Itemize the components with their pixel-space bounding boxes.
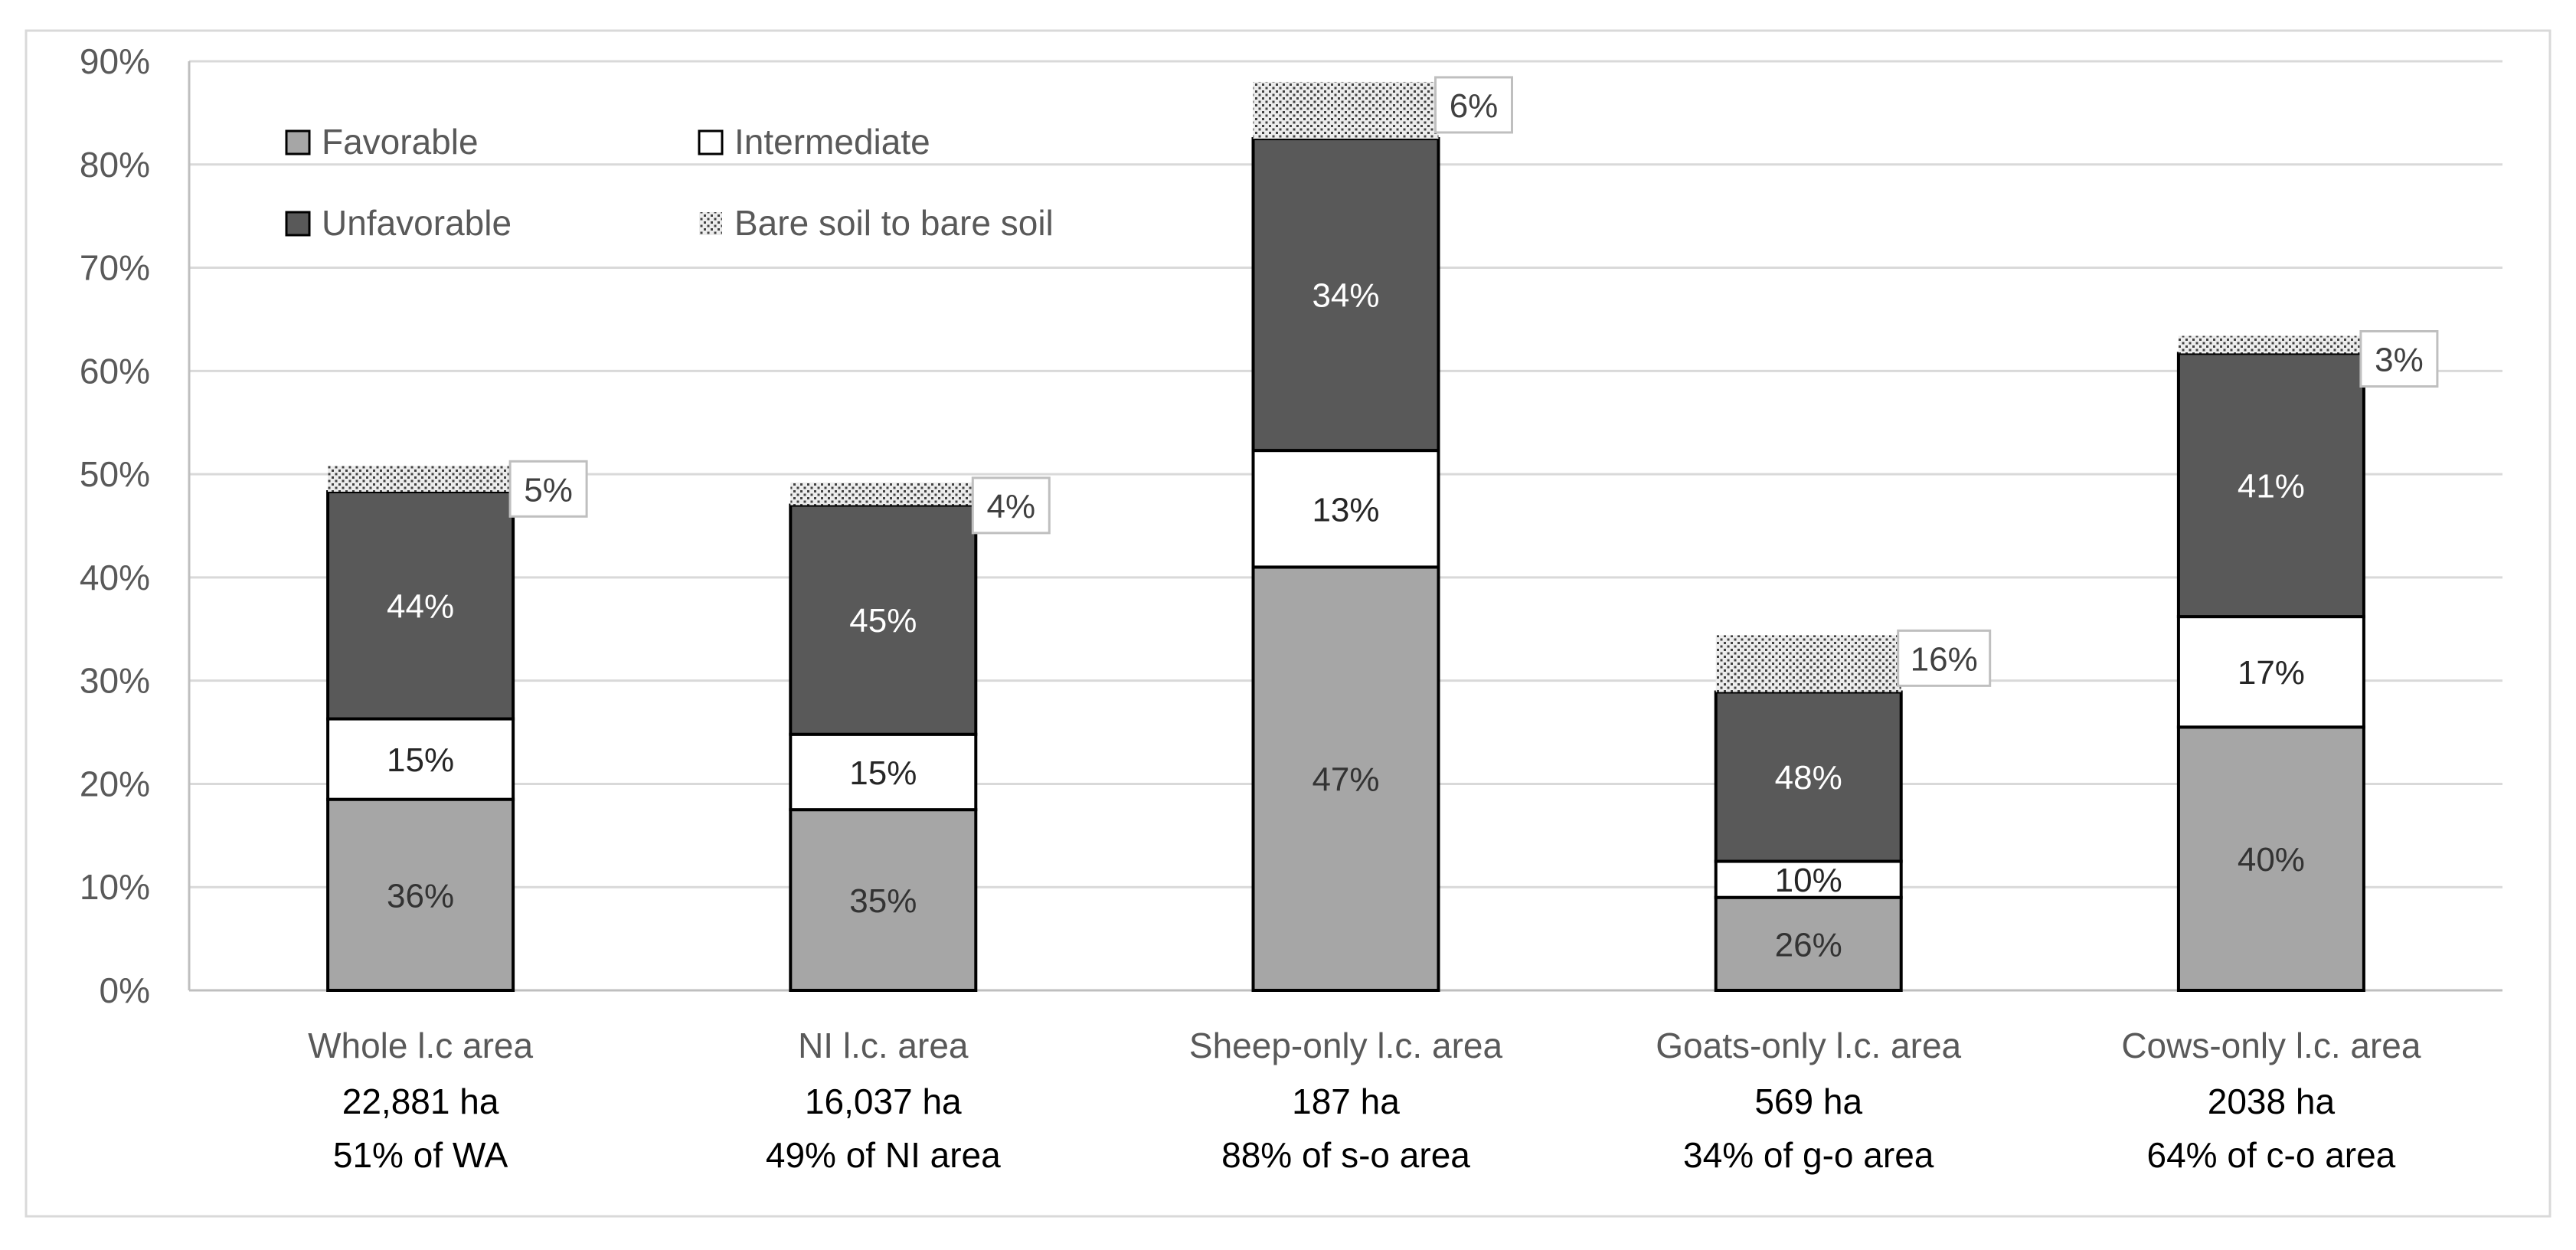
legend-label: Favorable (322, 122, 479, 162)
bar-segment-favorable (789, 808, 978, 993)
bar-segment-favorable (326, 797, 515, 993)
data-label-box (508, 460, 588, 518)
data-label: 36% (387, 877, 454, 915)
data-labels: 36% 15% 44% 5% 35% 15% 45% 4% 47% 13% 34% 6% 26% 10% 4… (387, 76, 2439, 964)
y-tick-label: 90% (80, 41, 150, 81)
data-label: 48% (1775, 759, 1842, 797)
y-tick-label: 70% (80, 248, 150, 288)
legend-swatch-bare-soil-to-bare-soil (699, 212, 722, 235)
data-label: 35% (849, 882, 917, 920)
x-tick-area: 22,881 ha (342, 1081, 499, 1121)
data-label: 5% (524, 471, 573, 509)
data-label: 41% (2238, 467, 2305, 505)
data-label: 40% (2238, 841, 2305, 879)
x-tick-area: 569 ha (1754, 1081, 1862, 1121)
x-tick-share: 34% of g-o area (1683, 1135, 1934, 1175)
data-label: 47% (1312, 761, 1379, 799)
bar-segment-unfavorable (2176, 352, 2365, 619)
bar-segment-unfavorable (326, 490, 515, 721)
bar-segment-bare-soil-to-bare-soil (328, 466, 514, 492)
data-label: 10% (1775, 862, 1842, 899)
legend-swatch-favorable (285, 129, 311, 155)
y-tick-label: 80% (80, 145, 150, 185)
data-label: 26% (1775, 926, 1842, 964)
x-tick-share: 88% of s-o area (1221, 1135, 1470, 1175)
x-tick-label: Goats-only l.c. area (1656, 1026, 1961, 1065)
data-label-box (1434, 76, 1513, 134)
y-tick-label: 50% (80, 454, 150, 494)
bar-segment-unfavorable (1251, 137, 1440, 453)
data-label: 44% (387, 587, 454, 625)
data-label: 34% (1312, 277, 1379, 315)
x-tick-label: NI l.c. area (798, 1026, 969, 1065)
data-label: 15% (849, 754, 917, 792)
data-label: 17% (2238, 654, 2305, 692)
x-tick-label: Sheep-only l.c. area (1189, 1026, 1503, 1065)
bars (326, 81, 2365, 993)
data-label: 6% (1450, 87, 1499, 125)
bar-segment-favorable (1714, 895, 1903, 992)
data-label: 16% (1911, 640, 1978, 678)
x-tick-share: 49% of NI area (766, 1135, 1001, 1175)
bar-segment-bare-soil-to-bare-soil (790, 482, 976, 506)
x-tick-area: 2038 ha (2208, 1081, 2336, 1121)
y-tick-label: 0% (100, 970, 150, 1010)
bar-segment-intermediate (1251, 449, 1440, 569)
bar-segment-bare-soil-to-bare-soil (1715, 635, 1901, 692)
bar-segment-bare-soil-to-bare-soil (2178, 335, 2364, 354)
legend-label: Unfavorable (322, 203, 512, 243)
x-tick-area: 16,037 ha (805, 1081, 962, 1121)
bar-segment-unfavorable (789, 503, 978, 736)
y-tick-label: 40% (80, 558, 150, 597)
bar-segment-favorable (1251, 565, 1440, 992)
legend-label: Intermediate (734, 122, 930, 162)
data-label: 15% (387, 741, 454, 779)
data-label-box (971, 476, 1051, 535)
data-label: 3% (2375, 342, 2424, 379)
legend-label: Bare soil to bare soil (734, 203, 1054, 243)
data-label: 45% (849, 602, 917, 640)
y-tick-label: 10% (80, 867, 150, 907)
bar-segment-favorable (2176, 725, 2365, 992)
y-tick-label: 30% (80, 661, 150, 701)
bar-segment-intermediate (2176, 615, 2365, 729)
data-label-box (2359, 330, 2439, 388)
x-tick-label: Cows-only l.c. area (2121, 1026, 2421, 1065)
x-tick-area: 187 ha (1292, 1081, 1400, 1121)
bar-segment-intermediate (789, 732, 978, 812)
x-tick-labels: Whole l.c area 22,881 ha 51% of WA NI l.c. … (308, 1026, 2421, 1175)
data-label: 13% (1312, 491, 1379, 528)
legend-swatch-intermediate (698, 129, 724, 155)
data-label: 4% (987, 488, 1036, 525)
x-tick-label: Whole l.c area (308, 1026, 533, 1065)
x-tick-share: 64% of c-o area (2147, 1135, 2396, 1175)
legend: Favorable Intermediate Unfavorable Bare soi… (285, 122, 1054, 243)
y-tick-label: 20% (80, 764, 150, 803)
bar-segment-unfavorable (1714, 690, 1903, 863)
y-tick-label: 60% (80, 351, 150, 391)
bar-segment-bare-soil-to-bare-soil (1253, 81, 1439, 139)
legend-swatch-unfavorable (285, 211, 311, 237)
x-tick-share: 51% of WA (333, 1135, 508, 1175)
data-label-box (1897, 629, 1992, 687)
